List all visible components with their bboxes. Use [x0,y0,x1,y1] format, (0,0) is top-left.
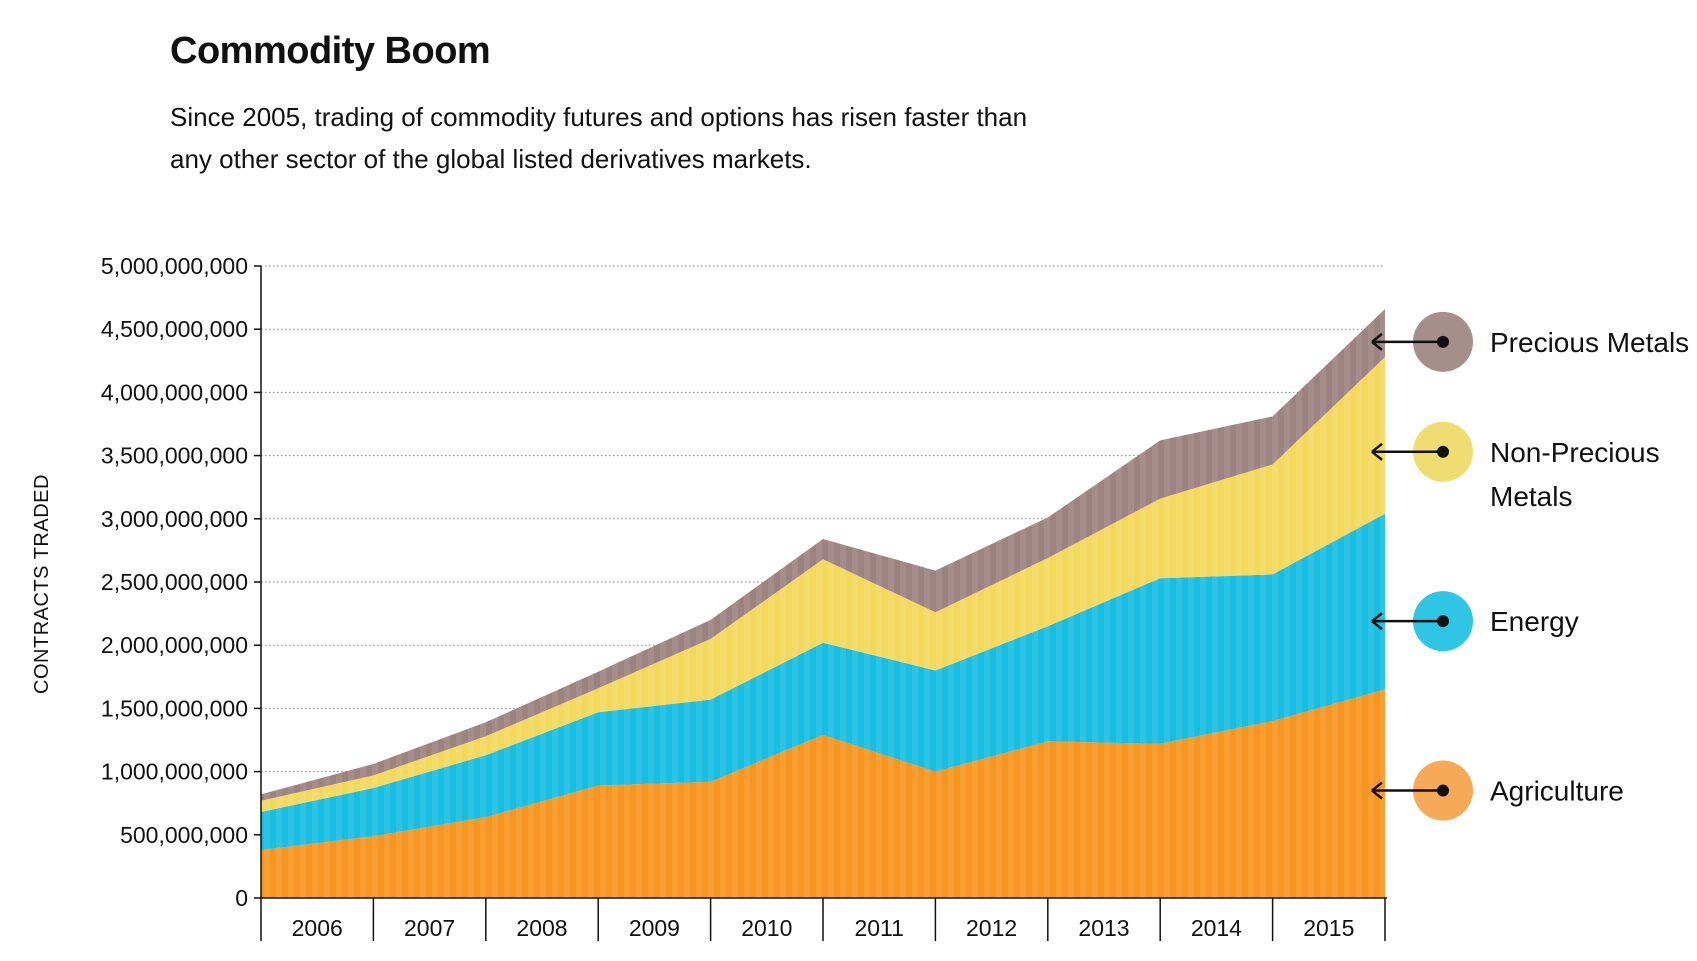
legend-dot [1437,335,1449,348]
legend-arrow-head [1371,442,1383,461]
x-tick-label: 2011 [854,915,903,941]
legend-item-precious-metals: Precious Metals [1371,311,1689,372]
x-tick-label: 2013 [1078,915,1129,941]
y-tick-label: 2,500,000,000 [101,569,248,595]
area-texture-non-precious-metals [261,357,1385,812]
y-tick-label: 2,000,000,000 [101,632,248,658]
y-tick-label: 3,000,000,000 [101,506,248,532]
area-texture-precious-metals [261,309,1385,801]
y-tick-label: 1,000,000,000 [101,759,248,785]
x-tick-label: 2014 [1191,915,1242,941]
area-texture-energy [261,513,1385,850]
legend-arrow-head [1371,612,1383,631]
chart-subtitle: Since 2005, trading of commodity futures… [170,102,1028,174]
legend-label: Agriculture [1490,776,1624,807]
y-tick-label: 4,000,000,000 [101,379,248,405]
y-tick-label: 1,500,000,000 [101,695,248,721]
legend-label: Energy [1490,606,1579,637]
legend-arrow-head [1371,781,1383,800]
y-tick-label: 5,000,000,000 [101,253,248,279]
chart-title: Commodity Boom [170,30,491,72]
x-tick-label: 2012 [966,915,1017,941]
x-tick-label: 2008 [516,915,567,941]
y-axis-title: CONTRACTS TRADED [31,474,53,694]
x-tick-label: 2007 [404,915,455,941]
x-tick-label: 2006 [292,915,343,941]
area-texture-agriculture [261,689,1385,898]
legend-label: Metals [1490,481,1572,512]
y-tick-label: 0 [235,885,248,911]
legend-item-agriculture: Agriculture [1371,760,1624,821]
legend-dot [1437,784,1449,797]
legend-label: Non-Precious [1490,437,1660,468]
x-tick-label: 2009 [629,915,680,941]
legend-label: Precious Metals [1490,327,1689,358]
legend: Precious Metals Non-Precious Metals Energy A… [1371,311,1689,821]
legend-arrow-head [1371,332,1383,351]
x-tick-label: 2015 [1303,915,1354,941]
y-tick-label: 3,500,000,000 [101,443,248,469]
y-tick-label: 500,000,000 [120,822,248,848]
axes: 0 500,000,000 1,000,000,000 1,500,000,000 2,… [31,253,1387,941]
legend-item-non-precious-metals: Non-Precious Metals [1371,421,1660,512]
y-tick-label: 4,500,000,000 [101,316,248,342]
legend-dot [1437,615,1449,628]
x-tick-label: 2010 [741,915,792,941]
legend-dot [1437,445,1449,458]
legend-item-energy: Energy [1371,591,1579,652]
area-layer [261,309,1385,898]
